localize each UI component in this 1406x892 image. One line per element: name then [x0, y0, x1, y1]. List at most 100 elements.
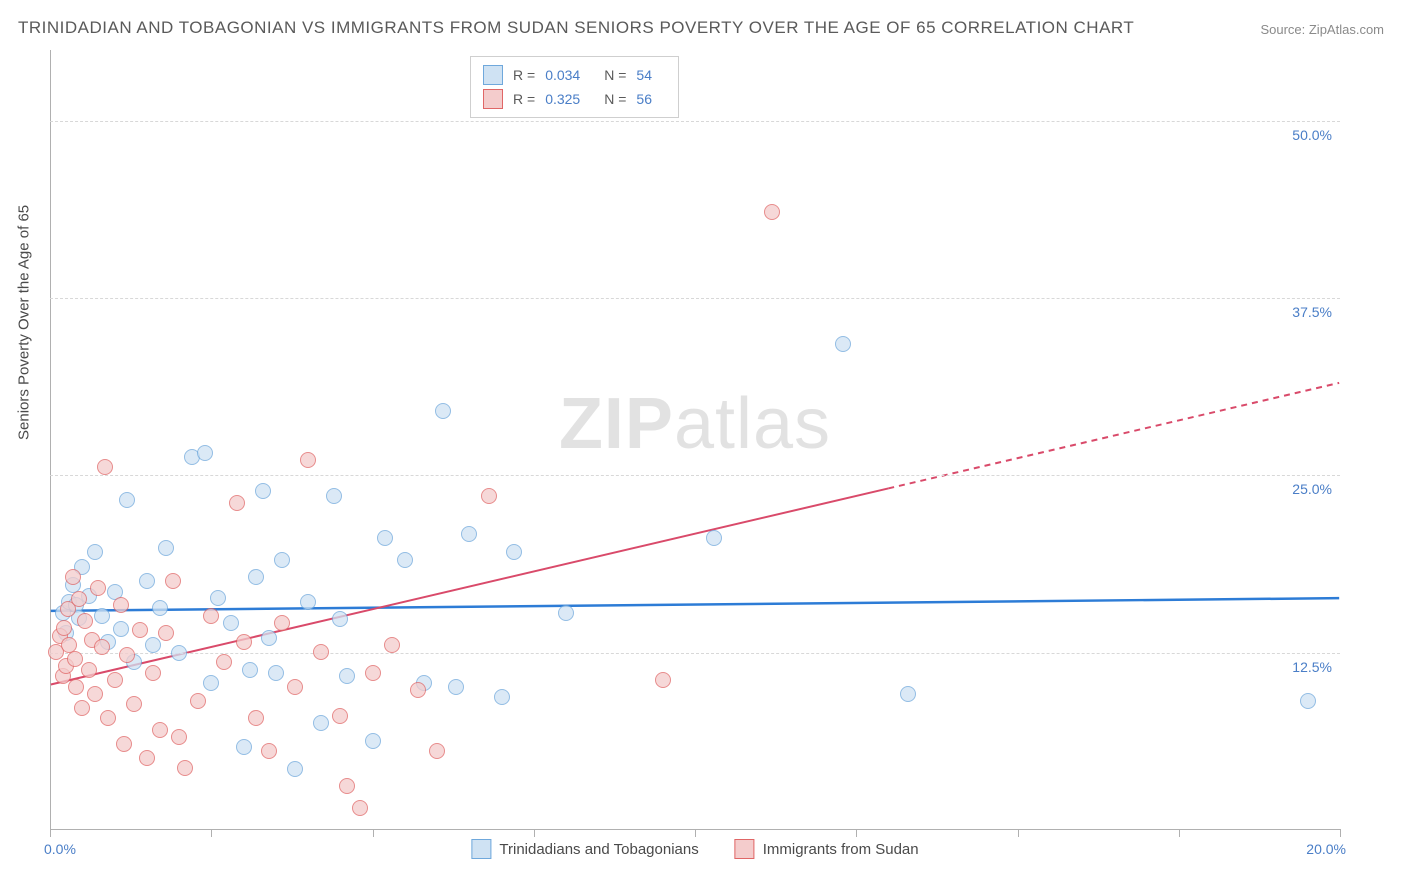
data-point	[165, 573, 181, 589]
data-point	[113, 597, 129, 613]
data-point	[313, 644, 329, 660]
data-point	[300, 452, 316, 468]
data-point	[261, 630, 277, 646]
data-point	[248, 569, 264, 585]
bottom-legend: Trinidadians and Tobagonians Immigrants f…	[471, 839, 918, 859]
data-point	[506, 544, 522, 560]
data-point	[242, 662, 258, 678]
x-axis-max-label: 20.0%	[1306, 841, 1346, 857]
data-point	[397, 552, 413, 568]
legend-item: Immigrants from Sudan	[735, 839, 919, 859]
legend-item: Trinidadians and Tobagonians	[471, 839, 698, 859]
data-point	[68, 679, 84, 695]
data-point	[352, 800, 368, 816]
data-point	[145, 665, 161, 681]
data-point	[145, 637, 161, 653]
gridline	[50, 298, 1340, 299]
data-point	[365, 733, 381, 749]
data-point	[56, 620, 72, 636]
gridline	[50, 653, 1340, 654]
x-axis-min-label: 0.0%	[44, 841, 76, 857]
y-tick-label: 50.0%	[1292, 127, 1332, 143]
n-value: 56	[636, 91, 652, 107]
data-point	[300, 594, 316, 610]
chart-container: TRINIDADIAN AND TOBAGONIAN VS IMMIGRANTS…	[0, 0, 1406, 892]
data-point	[481, 488, 497, 504]
legend-swatch	[471, 839, 491, 859]
legend-swatch	[483, 89, 503, 109]
data-point	[223, 615, 239, 631]
x-tick	[1340, 829, 1341, 837]
data-point	[764, 204, 780, 220]
data-point	[197, 445, 213, 461]
stats-legend: R =0.034N =54R =0.325N =56	[470, 56, 679, 118]
data-point	[67, 651, 83, 667]
legend-row: R =0.034N =54	[483, 63, 666, 87]
data-point	[332, 708, 348, 724]
data-point	[339, 778, 355, 794]
data-point	[494, 689, 510, 705]
data-point	[203, 675, 219, 691]
data-point	[274, 615, 290, 631]
data-point	[706, 530, 722, 546]
data-point	[448, 679, 464, 695]
data-point	[113, 621, 129, 637]
r-label: R =	[513, 91, 535, 107]
data-point	[126, 696, 142, 712]
legend-swatch	[483, 65, 503, 85]
gridline	[50, 121, 1340, 122]
y-axis-line	[50, 50, 51, 829]
data-point	[558, 605, 574, 621]
data-point	[287, 679, 303, 695]
x-tick	[1018, 829, 1019, 837]
y-axis-title: Seniors Poverty Over the Age of 65	[16, 205, 33, 440]
data-point	[119, 492, 135, 508]
data-point	[87, 686, 103, 702]
data-point	[326, 488, 342, 504]
data-point	[261, 743, 277, 759]
data-point	[365, 665, 381, 681]
data-point	[287, 761, 303, 777]
data-point	[139, 573, 155, 589]
data-point	[171, 645, 187, 661]
data-point	[100, 710, 116, 726]
data-point	[71, 591, 87, 607]
data-point	[268, 665, 284, 681]
data-point	[139, 750, 155, 766]
data-point	[87, 544, 103, 560]
data-point	[900, 686, 916, 702]
data-point	[171, 729, 187, 745]
data-point	[210, 590, 226, 606]
x-tick	[373, 829, 374, 837]
data-point	[655, 672, 671, 688]
data-point	[236, 739, 252, 755]
data-point	[274, 552, 290, 568]
x-tick	[1179, 829, 1180, 837]
data-point	[90, 580, 106, 596]
data-point	[132, 622, 148, 638]
n-label: N =	[604, 91, 626, 107]
x-tick	[695, 829, 696, 837]
chart-title: TRINIDADIAN AND TOBAGONIAN VS IMMIGRANTS…	[18, 18, 1134, 38]
data-point	[152, 600, 168, 616]
data-point	[152, 722, 168, 738]
data-point	[158, 625, 174, 641]
data-point	[203, 608, 219, 624]
watermark-bold: ZIP	[559, 384, 674, 464]
data-point	[461, 526, 477, 542]
data-point	[116, 736, 132, 752]
y-tick-label: 12.5%	[1292, 659, 1332, 675]
gridline	[50, 475, 1340, 476]
data-point	[835, 336, 851, 352]
watermark: ZIPatlas	[559, 383, 831, 465]
x-tick	[50, 829, 51, 837]
source-label: Source: ZipAtlas.com	[1260, 22, 1384, 37]
data-point	[190, 693, 206, 709]
trend-lines-svg	[50, 50, 1340, 829]
data-point	[97, 459, 113, 475]
data-point	[236, 634, 252, 650]
data-point	[429, 743, 445, 759]
plot-area: ZIPatlas R =0.034N =54R =0.325N =56 Trin…	[50, 50, 1340, 830]
data-point	[1300, 693, 1316, 709]
watermark-rest: atlas	[674, 384, 831, 464]
